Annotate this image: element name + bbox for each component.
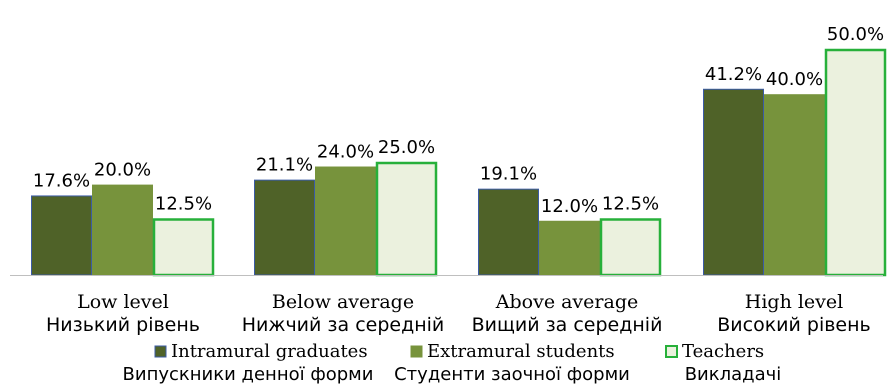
category-sublabel: Низький рівень bbox=[46, 314, 200, 336]
legend-sublabel: Студенти заочної форми bbox=[394, 364, 630, 385]
data-label: 20.0% bbox=[94, 160, 151, 181]
data-label: 25.0% bbox=[378, 137, 435, 158]
data-label: 24.0% bbox=[317, 142, 374, 163]
bars-layer bbox=[31, 48, 887, 277]
bar-teachers-3 bbox=[824, 48, 887, 277]
legend-sublabel: Випускники денної форми bbox=[123, 364, 374, 385]
data-label: 17.6% bbox=[33, 170, 90, 191]
bar-intramural-1 bbox=[254, 179, 315, 276]
bar-extramural-2 bbox=[539, 220, 600, 276]
data-label: 41.2% bbox=[705, 64, 762, 85]
data-label: 40.0% bbox=[766, 69, 823, 90]
bar-intramural-2 bbox=[478, 188, 539, 276]
category-sublabel: Високий рівень bbox=[717, 314, 871, 336]
legend-label: Teachers bbox=[682, 341, 764, 362]
legend-swatch bbox=[665, 345, 678, 358]
bar-teachers-2 bbox=[599, 218, 662, 277]
legend-label: Intramural graduates bbox=[171, 341, 368, 362]
data-label: 50.0% bbox=[827, 24, 884, 45]
category-sublabel: Нижчий за середній bbox=[242, 314, 445, 336]
data-label: 12.0% bbox=[541, 196, 598, 217]
data-label: 12.5% bbox=[155, 194, 212, 215]
category-label: Above average bbox=[495, 291, 638, 313]
category-label: Below average bbox=[272, 291, 414, 313]
category-sublabel: Вищий за середній bbox=[472, 314, 663, 336]
bar-extramural-3 bbox=[764, 94, 825, 276]
legend-sublabel: Викладачі bbox=[685, 364, 782, 385]
bar-intramural-3 bbox=[703, 88, 764, 276]
bar-extramural-1 bbox=[315, 166, 376, 276]
category-label: High level bbox=[745, 291, 843, 313]
bar-teachers-1 bbox=[375, 161, 438, 277]
data-label: 12.5% bbox=[602, 194, 659, 215]
bar-intramural-0 bbox=[31, 195, 92, 276]
legend-label: Extramural students bbox=[427, 341, 615, 362]
legend-swatch bbox=[410, 345, 423, 358]
legend-swatch bbox=[154, 345, 167, 358]
data-label: 21.1% bbox=[256, 155, 313, 176]
category-label: Low level bbox=[77, 291, 169, 313]
data-label: 19.1% bbox=[480, 164, 537, 185]
bar-extramural-0 bbox=[92, 184, 153, 276]
bar-teachers-0 bbox=[152, 218, 215, 277]
value-labels-layer: 17.6%20.0%12.5%21.1%24.0% 25.0%19.1%12.0%… bbox=[33, 24, 884, 217]
